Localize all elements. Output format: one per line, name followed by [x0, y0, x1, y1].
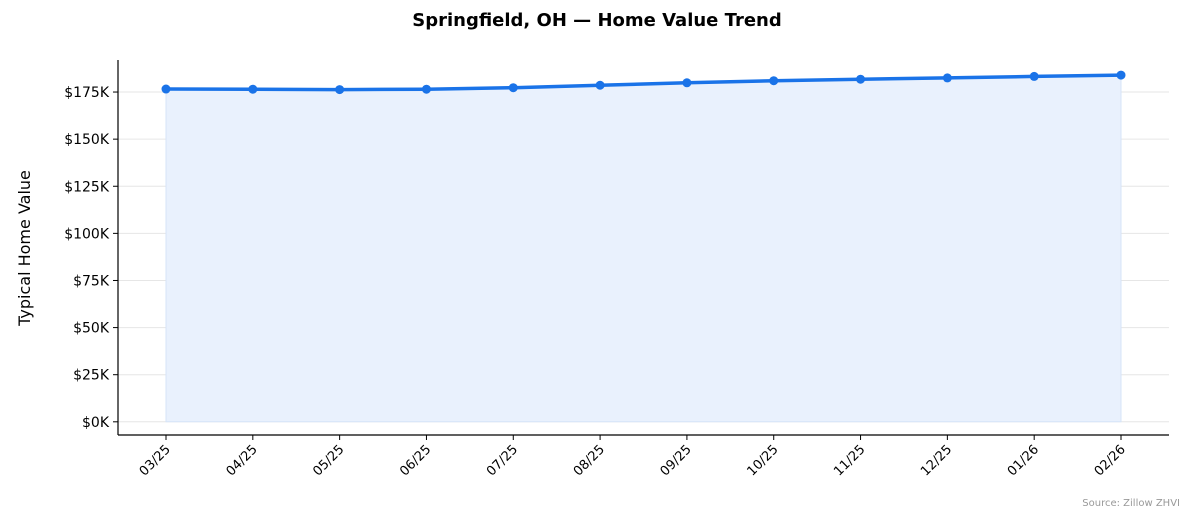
- y-tick-label: $175K: [64, 85, 110, 101]
- x-tick-label: 04/25: [224, 442, 261, 479]
- y-tick-label: $25K: [73, 368, 110, 384]
- x-tick-label: 01/26: [1005, 442, 1042, 479]
- area-fill-shape: [165, 74, 1122, 423]
- y-axis-ticks: $0K $25K $50K $75K $100K $125K $150K $175K: [64, 85, 118, 431]
- y-tick-label: $0K: [82, 415, 110, 431]
- x-tick-label: 11/25: [831, 442, 868, 479]
- data-point: [421, 84, 431, 94]
- x-tick-label: 10/25: [744, 442, 781, 479]
- x-tick-label: 06/25: [397, 442, 434, 479]
- x-axis-ticks: 03/25 04/25 05/25 06/25 07/25 08/25 09/25 10/25…: [137, 435, 1129, 479]
- data-point: [335, 85, 345, 95]
- series-line-path: [165, 73, 1122, 92]
- y-tick-label: $50K: [73, 321, 110, 337]
- axes: [117, 60, 1169, 436]
- data-point: [942, 73, 952, 83]
- data-point: [1116, 70, 1126, 80]
- data-point: [682, 78, 692, 88]
- y-tick-label: $100K: [64, 226, 110, 242]
- data-point: [161, 84, 171, 94]
- x-tick-label: 07/25: [484, 442, 521, 479]
- y-tick-label: $125K: [64, 179, 110, 195]
- chart-title: Springfield, OH — Home Value Trend: [412, 10, 782, 31]
- data-point: [856, 74, 866, 84]
- series-line: [165, 73, 1122, 92]
- data-point: [508, 83, 518, 93]
- y-tick-label: $75K: [73, 273, 110, 289]
- data-points: [161, 70, 1126, 95]
- data-point: [595, 80, 605, 90]
- y-axis-label: Typical Home Value: [15, 170, 34, 327]
- x-tick-label: 12/25: [918, 442, 955, 479]
- data-point: [1029, 71, 1039, 81]
- x-tick-label: 09/25: [658, 442, 695, 479]
- x-tick-label: 02/26: [1092, 442, 1129, 479]
- source-note: Source: Zillow ZHVI: [1082, 498, 1180, 509]
- area-fill: [165, 74, 1122, 423]
- x-tick-label: 05/25: [310, 442, 347, 479]
- x-tick-label: 08/25: [571, 442, 608, 479]
- data-point: [769, 76, 779, 86]
- y-tick-label: $150K: [64, 132, 110, 148]
- data-point: [248, 84, 258, 94]
- x-tick-label: 03/25: [137, 442, 174, 479]
